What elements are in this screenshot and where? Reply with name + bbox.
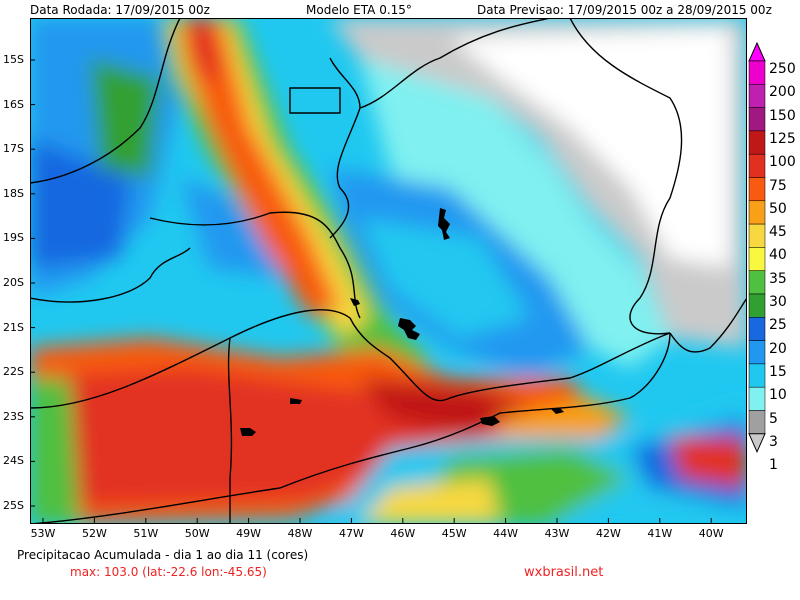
model-label: Modelo ETA 0.15° — [306, 3, 412, 17]
lat-label: 24S — [3, 454, 24, 468]
lat-label: 23S — [3, 409, 24, 423]
colorbar-level-label: 30 — [769, 294, 787, 310]
lon-label: 46W — [390, 527, 416, 540]
colorbar-level-label: 200 — [769, 84, 796, 101]
lon-label: 45W — [441, 527, 467, 540]
colorbar-segment — [748, 317, 766, 341]
lon-label: 53W — [30, 527, 56, 540]
colorbar-segment — [748, 84, 766, 108]
colorbar-segment — [748, 130, 766, 155]
colorbar-level-label: 50 — [769, 200, 787, 217]
colorbar-segment — [748, 293, 766, 318]
colorbar-level-label: 45 — [769, 224, 787, 241]
precipitation-colorbar — [748, 41, 766, 454]
lat-label: 18S — [3, 186, 24, 200]
colorbar-level-label: 100 — [769, 154, 796, 171]
colorbar-segment — [748, 410, 766, 435]
colorbar-level-label: 250 — [769, 61, 796, 77]
max-value-info: max: 103.0 (lat:-22.6 lon:-45.65) — [70, 565, 267, 579]
colorbar-level-label: 3 — [769, 433, 778, 450]
lat-label: 22S — [3, 365, 24, 379]
lon-label: 42W — [595, 527, 621, 540]
colorbar-segment — [748, 153, 766, 178]
lon-label: 52W — [81, 527, 107, 540]
lat-label: 25S — [3, 499, 24, 512]
colorbar-segment — [748, 223, 766, 248]
colorbar-level-label: 10 — [769, 387, 787, 404]
colorbar-segment — [748, 363, 766, 388]
colorbar-level-label: 125 — [769, 130, 796, 147]
lat-label: 16S — [3, 97, 24, 111]
colorbar-level-label: 1 — [769, 457, 778, 474]
colorbar-level-label: 150 — [769, 107, 796, 124]
lon-label: 51W — [133, 527, 159, 540]
lon-label: 47W — [338, 527, 364, 540]
colorbar-level-label: 40 — [769, 247, 787, 264]
lat-label: 15S — [3, 53, 24, 66]
colorbar-level-label: 15 — [769, 363, 787, 380]
lon-label: 44W — [493, 527, 519, 540]
colorbar-level-label: 20 — [769, 340, 787, 357]
colorbar-bottom-arrow — [748, 433, 766, 454]
lon-label: 50W — [184, 527, 210, 540]
lon-label: 48W — [287, 527, 313, 540]
run-date-label: Data Rodada: 17/09/2015 00z — [30, 3, 210, 17]
lat-label: 17S — [3, 142, 24, 156]
precipitation-map — [30, 18, 747, 524]
colorbar-segment — [748, 200, 766, 225]
lon-label: 49W — [236, 527, 262, 540]
lon-label: 40W — [698, 527, 724, 540]
lon-label: 43W — [544, 527, 570, 540]
colorbar-level-label: 35 — [769, 270, 787, 287]
lat-label: 21S — [3, 320, 24, 334]
map-caption: Precipitacao Acumulada - dia 1 ao dia 11… — [17, 548, 309, 562]
colorbar-segment — [748, 247, 766, 271]
colorbar-segment — [748, 107, 766, 132]
lat-label: 20S — [3, 276, 24, 289]
source-credit: wxbrasil.net — [524, 565, 604, 580]
colorbar-level-label: 25 — [769, 317, 787, 334]
colorbar-level-label: 75 — [769, 177, 787, 194]
lon-label: 41W — [647, 527, 673, 540]
forecast-period-label: Data Previsao: 17/09/2015 00z a 28/09/20… — [477, 3, 772, 17]
colorbar-segment — [748, 340, 766, 365]
colorbar-top-arrow — [748, 41, 766, 62]
colorbar-level-label: 5 — [769, 410, 778, 427]
colorbar-segment — [748, 177, 766, 202]
colorbar-segment — [748, 60, 766, 85]
lat-label: 19S — [3, 231, 24, 245]
colorbar-segment — [748, 270, 766, 295]
colorbar-segment — [748, 386, 766, 411]
